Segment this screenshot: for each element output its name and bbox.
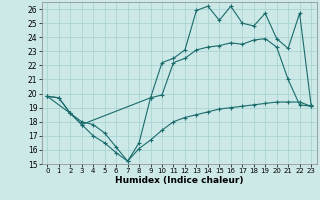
X-axis label: Humidex (Indice chaleur): Humidex (Indice chaleur) [115,176,244,185]
